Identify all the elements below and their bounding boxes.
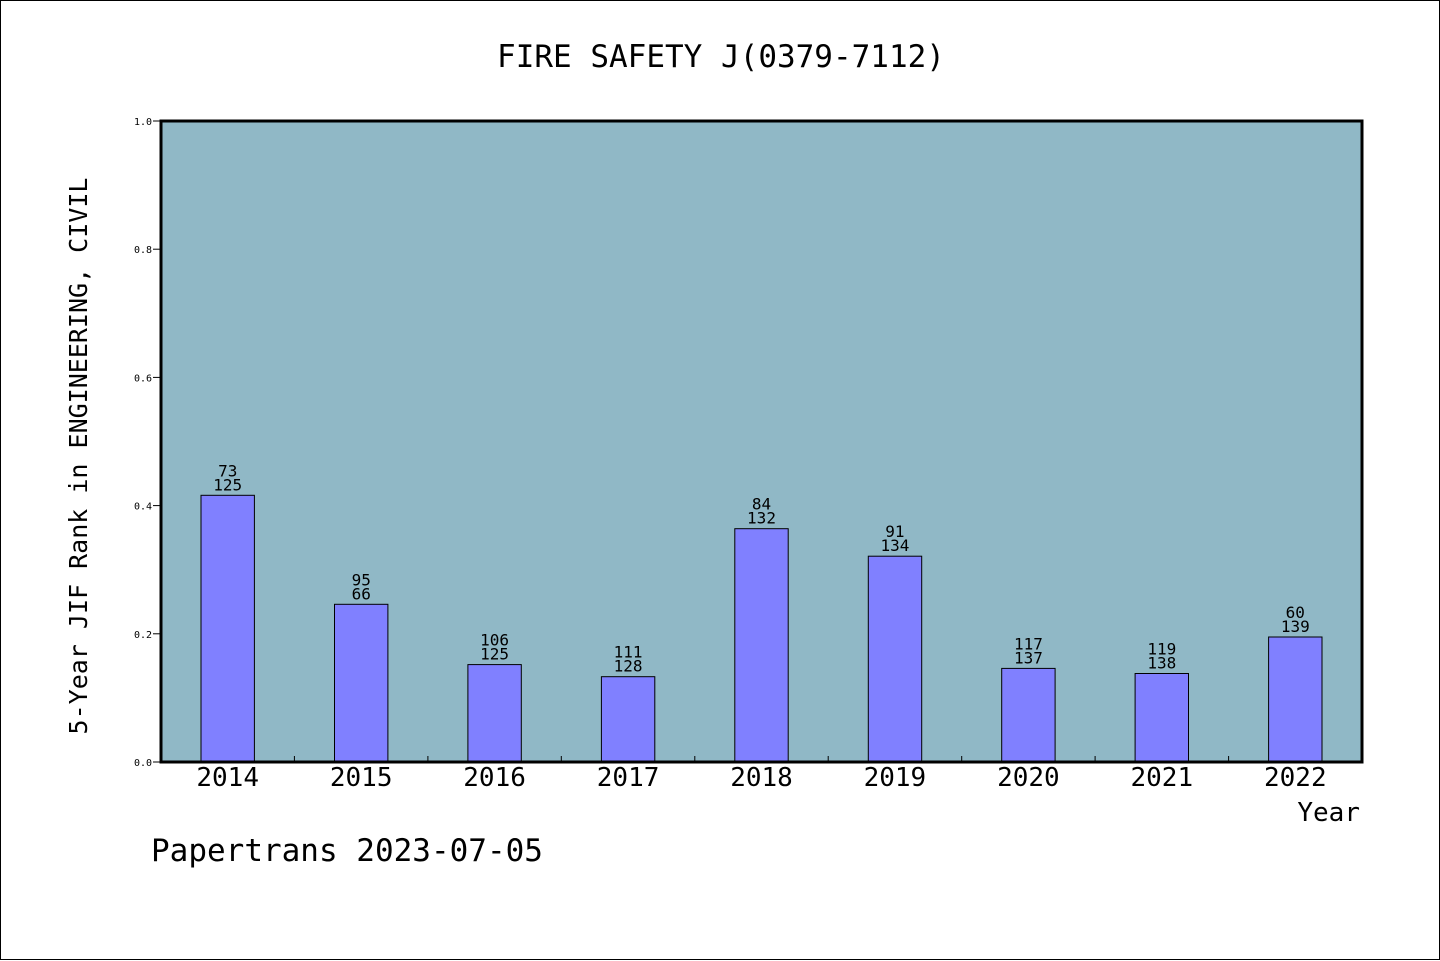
bar-label-bottom-2020: 137 <box>1014 648 1043 667</box>
bar-label-top-2020: 117 <box>1014 634 1043 653</box>
bar-2015 <box>334 603 389 763</box>
bar-label-top-2018: 84 <box>752 495 771 514</box>
x-tick-label-2014: 2014 <box>196 763 259 793</box>
bar-2022 <box>1268 636 1323 763</box>
bar-2017 <box>600 676 656 763</box>
bar-label-top-2022: 60 <box>1286 603 1305 622</box>
bar-label-bottom-2016: 125 <box>480 645 509 664</box>
chart-title: FIRE SAFETY J(0379-7112) <box>497 39 945 75</box>
bar-label-bottom-2021: 138 <box>1147 654 1176 673</box>
x-axis: 2014 2015 2016 2017 2018 2019 2020 2021 2022 <box>196 756 1327 793</box>
footer-note: Papertrans 2023-07-05 <box>151 833 543 869</box>
y-tick-label: 0.0 <box>134 758 152 769</box>
bar-label-top-2021: 119 <box>1147 640 1176 659</box>
bar-2014 <box>200 494 255 763</box>
bars-layer <box>200 494 1323 763</box>
bar-2021 <box>1134 673 1189 763</box>
y-axis-label: 5-Year JIF Rank in ENGINEERING, CIVIL <box>64 178 93 735</box>
x-tick-label-2016: 2016 <box>463 763 526 793</box>
bar-label-bottom-2022: 139 <box>1281 617 1310 636</box>
bar-label-bottom-2015: 66 <box>352 584 371 603</box>
bar-label-bottom-2018: 132 <box>747 509 776 528</box>
x-tick-label-2019: 2019 <box>864 763 927 793</box>
bar-2019 <box>867 555 923 763</box>
bar-label-top-2014: 73 <box>218 461 237 480</box>
x-tick-label-2017: 2017 <box>597 763 660 793</box>
y-tick-label: 0.2 <box>134 630 152 641</box>
bar-label-top-2017: 111 <box>614 643 643 662</box>
bar-2020 <box>1001 667 1056 763</box>
x-tick-label-2015: 2015 <box>330 763 393 793</box>
x-tick-label-2018: 2018 <box>730 763 793 793</box>
bar-label-bottom-2019: 134 <box>880 536 909 555</box>
x-tick-label-2021: 2021 <box>1130 763 1193 793</box>
y-tick-label: 0.8 <box>134 245 152 256</box>
x-tick-label-2020: 2020 <box>997 763 1060 793</box>
x-axis-label: Year <box>1297 798 1360 828</box>
bar-label-bottom-2017: 128 <box>614 657 643 676</box>
bar-label-top-2019: 91 <box>885 522 904 541</box>
y-tick-label: 0.4 <box>134 502 152 513</box>
y-tick-label: 0.6 <box>134 373 152 384</box>
bar-label-bottom-2014: 125 <box>213 475 242 494</box>
bar-2016 <box>467 664 522 763</box>
y-tick-label: 1.0 <box>134 117 152 128</box>
plot-frame <box>159 119 1364 764</box>
x-tick-label-2022: 2022 <box>1264 763 1327 793</box>
y-axis: 0.0 0.2 0.4 0.6 0.8 1.0 <box>134 117 161 769</box>
bar-2018 <box>734 528 789 763</box>
bar-label-top-2015: 95 <box>352 570 371 589</box>
bar-label-top-2016: 106 <box>480 631 509 650</box>
